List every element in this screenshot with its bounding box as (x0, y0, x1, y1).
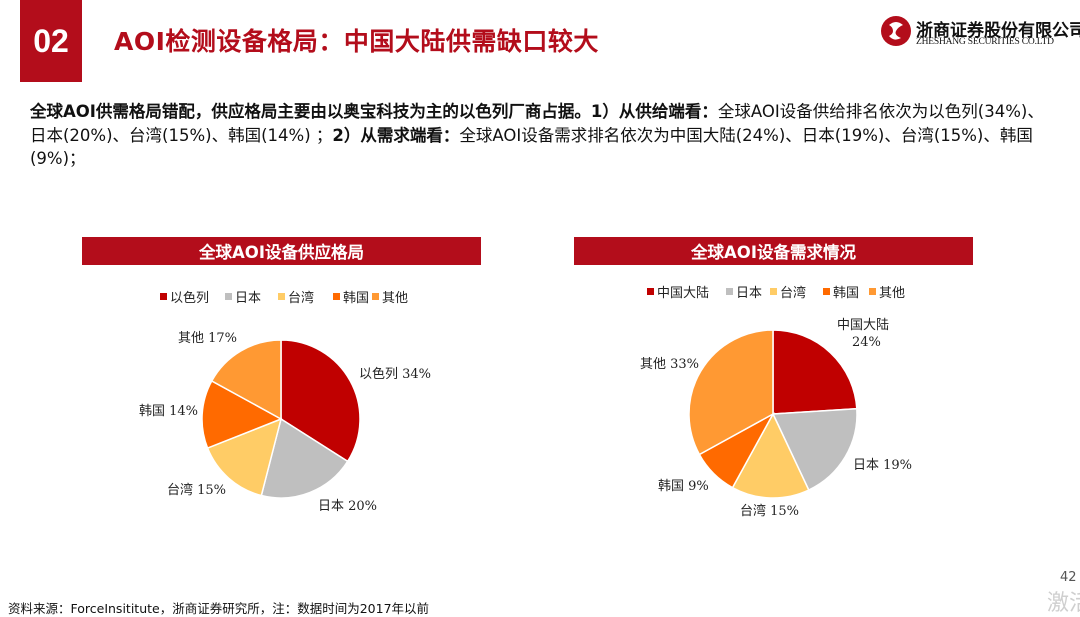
pie0-legend-swatch-1 (225, 293, 232, 300)
zheshang-logo-icon (881, 16, 911, 46)
pie1-legend-swatch-1 (726, 288, 733, 295)
pie1-slice-4 (688, 329, 774, 456)
pie1-label-3: 韩国 9% (658, 479, 709, 494)
pie1-label-0: 中国大陆 (837, 317, 889, 333)
description-bold-1: 全球AOI供需格局错配，供应格局主要由以奥宝科技为主的以色列厂商占据。1）从供给… (30, 102, 718, 121)
pie1-legend-swatch-2 (770, 288, 777, 295)
description-paragraph: 全球AOI供需格局错配，供应格局主要由以奥宝科技为主的以色列厂商占据。1）从供给… (30, 100, 1060, 171)
company-logo: 浙商证券股份有限公司 ZHESHANG SECURITIES CO.LTD (880, 15, 1080, 51)
pie0-legend-label-4: 其他 (382, 291, 408, 306)
logo-en-text: ZHESHANG SECURITIES CO.LTD (916, 37, 1054, 47)
pie1-legend-label-2: 台湾 (780, 285, 806, 301)
pie0-legend-label-3: 韩国 (343, 291, 369, 306)
pie1-legend-label-1: 日本 (736, 286, 762, 301)
pie0-label-2: 台湾 15% (167, 482, 226, 498)
description-text-1: 全球AOI设备供给排名依次为以色列(34%)、日本(20%)、台湾(15%)、韩… (30, 102, 1044, 145)
pie0-legend-label-1: 日本 (235, 291, 261, 306)
pie1-label-1: 日本 19% (853, 458, 912, 473)
pie0-label-1: 日本 20% (318, 499, 377, 514)
pie1-legend-swatch-4 (869, 288, 876, 295)
pie0-legend-swatch-4 (372, 293, 379, 300)
pie0-legend-swatch-0 (160, 293, 167, 300)
pie0-slice-1 (260, 417, 349, 499)
pie0-slice-3 (201, 379, 283, 450)
section-number: 02 (20, 0, 82, 82)
pie1-slice-2 (731, 412, 810, 499)
pie0-slice-2 (206, 417, 283, 497)
pie1-legend-label-3: 韩国 (833, 286, 859, 301)
pie1-label-2: 台湾 15% (740, 503, 799, 519)
page-number: 42 (1060, 570, 1077, 585)
pie0-label-4: 其他 17% (178, 331, 237, 346)
pie0-legend-swatch-3 (333, 293, 340, 300)
logo-cn-text: 浙商证券股份有限公司 (916, 21, 1080, 41)
page-title: AOI检测设备格局：中国大陆供需缺口较大 (114, 27, 599, 56)
pie1-legend-swatch-0 (647, 288, 654, 295)
demand-chart-title: 全球AOI设备需求情况 (574, 237, 973, 265)
pie1-legend-swatch-3 (823, 288, 830, 295)
pie1-label-4: 其他 33% (640, 357, 699, 372)
source-note: 资料来源：ForceInsititute，浙商证券研究所，注：数据时间为2017… (8, 601, 430, 616)
supply-chart-title: 全球AOI设备供应格局 (82, 237, 481, 265)
pie0-legend-label-2: 台湾 (288, 290, 314, 306)
pie1-label-0-line2: 24% (852, 335, 881, 350)
pie0-legend-label-0: 以色列 (170, 290, 209, 306)
pie0-label-0: 以色列 34% (359, 366, 431, 382)
watermark: 激活 (1047, 591, 1080, 616)
pie1-slice-1 (771, 407, 858, 492)
description-bold-2: 2）从需求端看： (332, 125, 460, 145)
pie1-legend-label-4: 其他 (879, 286, 905, 301)
pie0-legend-swatch-2 (278, 293, 285, 300)
pie1-legend-label-0: 中国大陆 (657, 285, 709, 301)
pie0-label-3: 韩国 14% (139, 404, 198, 419)
pie0-slice-4 (210, 339, 282, 421)
pie1-slice-0 (772, 329, 858, 415)
description-text-2: 全球AOI设备需求排名依次为中国大陆(24%)、日本(19%)、台湾(15%)、… (30, 125, 1033, 169)
